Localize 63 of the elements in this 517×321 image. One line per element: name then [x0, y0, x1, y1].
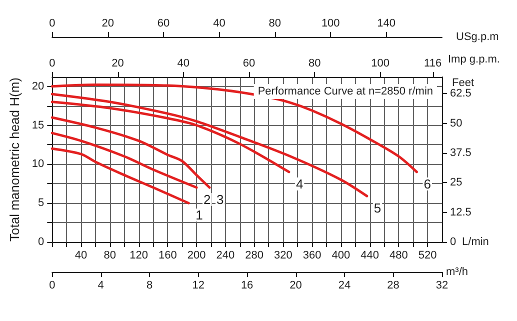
text: 140: [377, 18, 396, 30]
y-tick-label: 5: [38, 197, 44, 210]
text: 0: [49, 18, 56, 30]
text: 4: [98, 280, 104, 292]
y-axis-title: Total manometric head H(m): [7, 78, 22, 242]
x-axis-title: L/min: [462, 236, 489, 248]
text: 60: [157, 18, 170, 30]
text: 20: [290, 280, 302, 292]
x-tick-label: 320: [274, 250, 292, 262]
series-label: 4: [296, 176, 304, 192]
x-tick-label: 280: [245, 250, 264, 262]
line-series: [50, 132, 198, 189]
text: 0: [49, 280, 56, 292]
text: 32: [436, 280, 448, 292]
series-label: 3: [216, 192, 224, 208]
text: 20: [102, 18, 114, 30]
x2-tick-label: 0: [49, 58, 56, 70]
x-tick-label: 120: [130, 250, 148, 262]
x-tick-label: 200: [187, 250, 206, 262]
x2-tick-label: 100: [371, 58, 390, 70]
annotation: Performance Curve at n=2850 r/min: [258, 86, 434, 98]
series-label: 5: [374, 200, 382, 216]
text: 12: [192, 280, 204, 292]
series-label: 6: [424, 176, 431, 192]
x2-tick-label: 40: [177, 58, 190, 70]
x-tick-label: 160: [158, 250, 177, 262]
y2-tick-label: 25: [450, 176, 462, 189]
line-series: [50, 116, 211, 189]
y2-tick-label: 37.5: [450, 147, 472, 160]
text: 80: [268, 18, 282, 30]
x-tick-label: 40: [74, 250, 88, 262]
series-label: 1: [196, 208, 203, 223]
y2-tick-label: 0: [450, 236, 456, 248]
x-tick-label: 440: [360, 250, 379, 262]
y-tick-label: 15: [32, 119, 44, 132]
text: 28: [387, 280, 400, 292]
x-tick-label: 400: [332, 250, 350, 262]
line-series: [50, 147, 190, 204]
y-tick-label: 10: [32, 158, 44, 170]
x-tick-label: 360: [302, 250, 322, 262]
y2-tick-label: 12.5: [450, 206, 472, 218]
text: 40: [213, 18, 226, 30]
x2-axis-title: Imp g.p.m.: [448, 54, 500, 66]
text: 16: [240, 280, 254, 292]
series-label: 2: [204, 192, 211, 208]
text: USg.p.m: [456, 31, 499, 43]
y-tick-label: 20: [32, 80, 44, 92]
text: m³/h: [446, 266, 468, 278]
x-tick-label: 520: [418, 250, 437, 262]
x-tick-label: 240: [216, 250, 235, 262]
x2-tick-label: 116: [424, 58, 442, 70]
x2-tick-label: 20: [112, 58, 124, 70]
x-tick-label: 480: [390, 250, 408, 262]
text: 8: [146, 280, 153, 292]
y2-tick-label: 50: [450, 117, 462, 130]
x2-tick-label: 60: [242, 58, 256, 70]
y-tick-label: 0: [38, 236, 44, 248]
text: 24: [338, 280, 351, 292]
text: 100: [321, 18, 340, 30]
y2-axis-title: Feet: [452, 76, 474, 89]
y2-tick-label: 62.5: [450, 88, 472, 100]
x-tick-label: 80: [104, 250, 116, 262]
x2-tick-label: 80: [308, 58, 321, 70]
